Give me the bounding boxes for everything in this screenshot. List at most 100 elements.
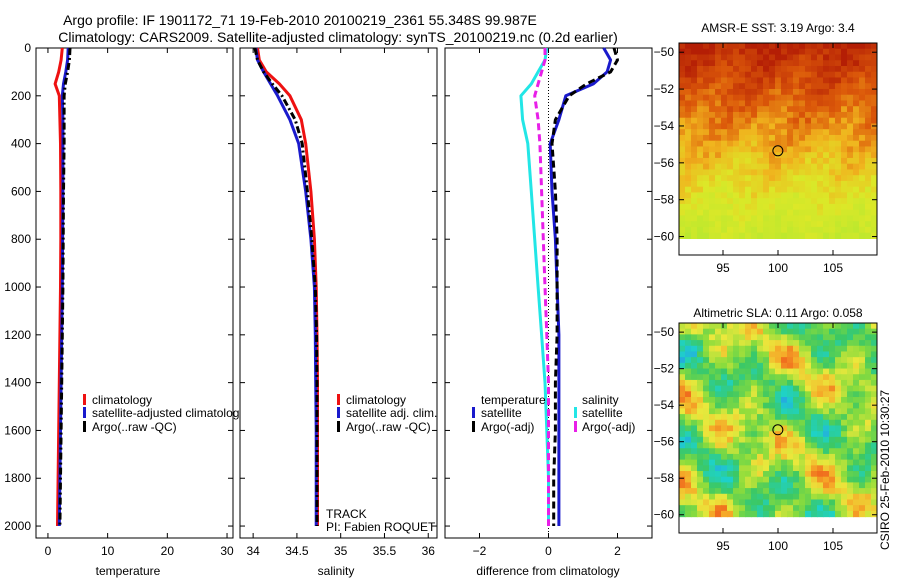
sla-map-cell: [811, 425, 818, 432]
sst-map-cell: [811, 157, 818, 165]
sst-map-cell: [835, 186, 842, 194]
sst-map-cell: [751, 175, 758, 182]
sla-map-cell: [811, 362, 818, 370]
sla-map-cell: [835, 357, 842, 364]
sst-map-cell: [847, 123, 854, 130]
sst-map-cell: [865, 163, 872, 171]
sla-map-cell: [781, 499, 788, 506]
sla-map-cell: [775, 499, 782, 506]
sla-map-cell: [703, 488, 710, 495]
sst-map-cell: [739, 152, 746, 159]
sst-map-cell: [679, 175, 686, 182]
sla-map-cell: [859, 436, 866, 444]
sst-map-cell: [685, 94, 692, 102]
sla-map-cell: [685, 374, 692, 381]
sst-map-cell: [787, 146, 794, 153]
sst-map-cell: [727, 215, 734, 222]
sla-map-cell: [781, 419, 788, 427]
sst-map-cell: [799, 192, 806, 199]
sla-map-cell: [805, 465, 812, 472]
sla-map-cell: [829, 471, 836, 478]
sst-map-cell: [769, 163, 776, 171]
sst-map-cell: [859, 146, 866, 153]
sst-map-cell: [739, 60, 746, 67]
salinity-xtick-label: 36: [422, 544, 436, 558]
sla-map-cell: [805, 340, 812, 347]
sst-map-cell: [811, 106, 818, 113]
sst-map-cell: [727, 106, 734, 113]
sla-map-cell: [811, 476, 818, 483]
sst-map-cell: [709, 100, 716, 107]
sla-map-cell: [841, 482, 848, 489]
sst-map-cell: [727, 186, 734, 194]
sla-map-cell: [745, 425, 752, 432]
sla-map-cell: [871, 453, 877, 461]
sla-map-cell: [727, 419, 734, 427]
sla-map-cell: [685, 453, 692, 461]
sla-map-cell: [775, 425, 782, 432]
sst-map-cell: [769, 123, 776, 130]
sst-map-cell: [679, 146, 686, 153]
sst-map-cell: [703, 83, 710, 90]
sst-map-cell: [781, 43, 788, 50]
sst-map-cell: [703, 106, 710, 113]
sst-map-cell: [691, 129, 698, 136]
sst-map-cell: [841, 94, 848, 102]
sla-map-cell: [847, 493, 854, 501]
sst-map-cell: [685, 146, 692, 153]
sla-map-cell: [781, 340, 788, 347]
sst-map-cell: [763, 203, 770, 211]
sst-map-cell: [805, 129, 812, 136]
sst-map-cell: [697, 232, 704, 240]
sla-map-cell: [871, 334, 877, 341]
sla-map-cell: [757, 402, 764, 409]
sla-map-cell: [727, 385, 734, 392]
sla-map-cell: [859, 419, 866, 427]
sla-map-cell: [775, 471, 782, 478]
sst-map-cell: [691, 169, 698, 176]
sst-map-cell: [853, 129, 860, 136]
sla-map-cell: [763, 442, 770, 449]
sla-map-cell: [745, 442, 752, 449]
sst-map-cell: [799, 100, 806, 107]
sla-map-cell: [793, 510, 800, 518]
sst-map-cell: [793, 209, 800, 217]
sst-map-cell: [703, 221, 710, 228]
sla-map-cell: [703, 323, 710, 330]
sst-map-cell: [787, 169, 794, 176]
sla-map-cell: [793, 425, 800, 432]
sst-map-cell: [859, 215, 866, 222]
sla-map-cell: [793, 351, 800, 358]
sst-map-cell: [829, 203, 836, 211]
side-caption: CSIRO 25-Feb-2010 10:30:27: [878, 390, 892, 550]
sla-map-cell: [733, 351, 740, 358]
sst-map-cell: [847, 77, 854, 84]
sst-map-cell: [703, 77, 710, 84]
sla-map-cell: [817, 493, 824, 501]
sst-map-cell: [811, 123, 818, 130]
sst-map-cell: [763, 83, 770, 90]
sla-map-cell: [703, 374, 710, 381]
sst-map-cell: [709, 43, 716, 50]
sst-map-cell: [799, 140, 806, 148]
sst-map-cell: [721, 198, 728, 205]
sla-map-cell: [835, 488, 842, 495]
sla-map-cell: [727, 436, 734, 444]
sst-map-cell: [823, 88, 830, 96]
sla-map-cell: [811, 448, 818, 455]
sla-map-cell: [715, 448, 722, 455]
sst-map-cell: [715, 129, 722, 136]
sst-map-cell: [793, 215, 800, 222]
sla-map-cell: [745, 379, 752, 387]
sst-map-xtick-label: 100: [768, 261, 788, 275]
sla-map-cell: [817, 340, 824, 347]
sla-map-cell: [793, 391, 800, 398]
sla-map-cell: [793, 379, 800, 387]
sst-map-cell: [691, 65, 698, 73]
sla-map-cell: [727, 391, 734, 398]
sla-map-cell: [829, 334, 836, 341]
sst-map-cell: [841, 129, 848, 136]
sla-map-cell: [841, 379, 848, 387]
sla-map-cell: [781, 402, 788, 409]
sst-map-cell: [853, 203, 860, 211]
